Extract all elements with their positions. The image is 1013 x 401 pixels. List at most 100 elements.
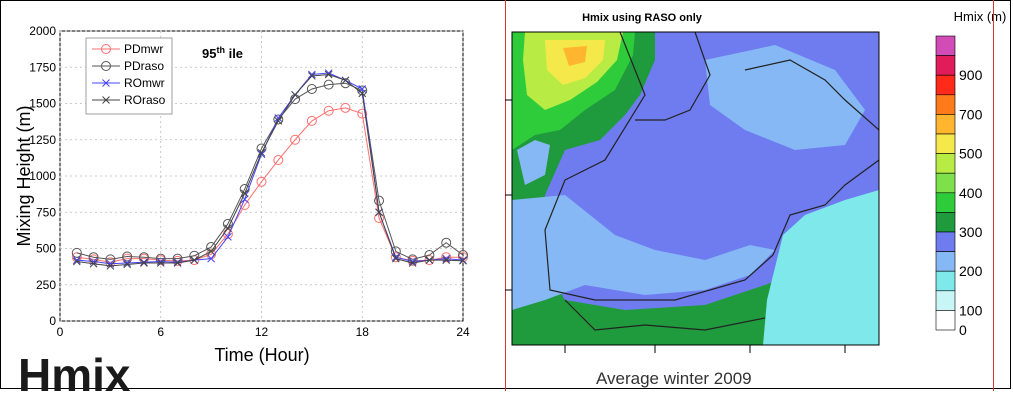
data-point-PDraso	[306, 84, 317, 94]
data-point-ROraso	[308, 72, 316, 80]
y-tick-label: 1000	[29, 169, 56, 183]
border-line-4	[564, 299, 766, 331]
legend-marker-ROmwr	[102, 79, 110, 87]
map-frame	[511, 31, 880, 346]
colorbar-segment	[935, 55, 956, 76]
colorbar-segment	[935, 270, 956, 292]
data-point-PDmwr	[239, 200, 250, 210]
colorbar-segment	[935, 192, 956, 213]
data-point-ROraso	[375, 208, 383, 217]
legend-box	[85, 37, 173, 115]
map-caption: Average winter 2009	[596, 369, 752, 388]
data-point-ROraso	[291, 90, 299, 99]
x-tick-label: 12	[255, 325, 269, 339]
data-point-PDmwr	[357, 108, 368, 119]
data-point-PDmwr	[290, 134, 301, 145]
data-point-ROraso	[425, 256, 434, 264]
data-point-ROraso	[89, 259, 98, 268]
data-point-PDraso	[323, 79, 334, 90]
colorbar-segment	[935, 172, 956, 194]
colorbar-tick-label: 500	[959, 146, 983, 162]
data-point-ROmwr	[173, 258, 182, 267]
border-line-1	[544, 32, 774, 301]
data-point-ROmwr	[140, 258, 148, 267]
map-title: Hmix using RASO only	[582, 12, 703, 24]
data-point-ROmwr	[72, 256, 81, 264]
data-point-ROmwr	[224, 233, 232, 241]
colorbar-tick-label: 100	[959, 302, 983, 318]
data-point-PDmwr	[390, 252, 401, 263]
data-point-ROraso	[156, 259, 165, 267]
legend-label-ROmwr: ROmwr	[124, 76, 165, 90]
legend-label-PDmwr: PDmwr	[124, 42, 163, 56]
colorbar-segment	[935, 94, 956, 115]
colorbar-segment	[935, 114, 956, 135]
legend-label-PDraso: PDraso	[124, 59, 164, 73]
data-point-PDraso	[407, 254, 418, 265]
data-point-PDraso	[273, 114, 284, 125]
data-point-PDmwr	[273, 155, 284, 166]
legend-marker-PDmwr	[101, 44, 111, 54]
axis-ticks: 0 6 12 18 24 0 250 500 750 1000 1250 1500 1750 2000	[29, 24, 470, 339]
data-point-ROmwr	[408, 257, 417, 266]
data-point-PDraso	[374, 195, 385, 206]
x-tick-label: 18	[356, 325, 370, 339]
data-point-ROmwr	[207, 254, 215, 263]
field-lightblue-west	[517, 140, 550, 185]
data-point-PDraso	[71, 247, 82, 258]
data-point-PDmwr	[323, 105, 334, 116]
data-point-ROmwr	[123, 259, 132, 267]
field-lightblue-south	[512, 195, 775, 310]
colorbar-tick-label: 400	[959, 185, 983, 201]
colorbar-tick-label: 200	[959, 263, 983, 279]
colorbar-segment	[935, 290, 956, 311]
data-point-ROraso	[207, 247, 215, 256]
y-tick-label: 1500	[29, 97, 56, 111]
legend-marker-ROraso	[102, 96, 110, 104]
series-line-ROraso	[76, 73, 464, 267]
data-point-ROraso	[408, 259, 417, 267]
data-point-ROraso	[190, 256, 199, 264]
y-tick-label: 0	[49, 314, 56, 328]
data-point-PDmwr	[340, 102, 351, 113]
y-tick-label: 500	[36, 242, 56, 256]
series-line-PDraso	[76, 82, 464, 260]
map-field	[512, 32, 879, 345]
colorbar-tick-label: 300	[959, 224, 983, 240]
colorbar-label: Hmix (m)	[954, 9, 1007, 24]
legend-label-ROraso: ROraso	[124, 93, 166, 107]
colorbar-segment	[935, 74, 956, 96]
data-point-ROmwr	[156, 257, 165, 266]
x-axis-label: Time (Hour)	[214, 345, 309, 365]
colorbar-segment	[935, 133, 956, 154]
data-point-ROmwr	[274, 114, 283, 122]
y-tick-label: 250	[36, 278, 56, 292]
data-point-ROraso	[106, 262, 115, 270]
legend-marker-PDraso	[101, 61, 111, 71]
data-point-ROraso	[140, 259, 148, 267]
data-point-PDmwr	[105, 257, 116, 268]
data-point-ROraso	[274, 117, 283, 125]
mixing-height-chart: 0 6 12 18 24 0 250 500 750 1000 1250 1500 1750 2000 P…	[14, 24, 470, 365]
data-point-ROraso	[173, 259, 182, 267]
y-tick-label: 750	[36, 205, 56, 219]
field-cyan-sea	[763, 190, 879, 345]
colorbar: 0 100 200 300 400 500 700 900	[935, 35, 983, 338]
data-point-ROraso	[224, 224, 232, 233]
data-point-ROraso	[442, 256, 451, 264]
colorbar-segment	[935, 310, 956, 331]
y-tick-label: 1750	[29, 60, 56, 74]
colorbar-segment	[935, 231, 956, 252]
data-point-ROraso	[459, 256, 467, 265]
x-tick-label: 0	[57, 325, 64, 339]
y-tick-label: 1250	[29, 133, 56, 147]
data-point-ROraso	[257, 148, 266, 157]
data-point-ROmwr	[308, 70, 316, 79]
legend: PDmwr PDraso ROmwr ROraso	[85, 37, 173, 115]
data-point-ROraso	[123, 260, 132, 269]
colorbar-tick-label: 700	[959, 106, 983, 122]
x-tick-label: 6	[157, 325, 164, 339]
map-ticks	[505, 99, 846, 353]
data-point-ROraso	[324, 70, 333, 79]
data-point-PDraso	[122, 251, 133, 262]
